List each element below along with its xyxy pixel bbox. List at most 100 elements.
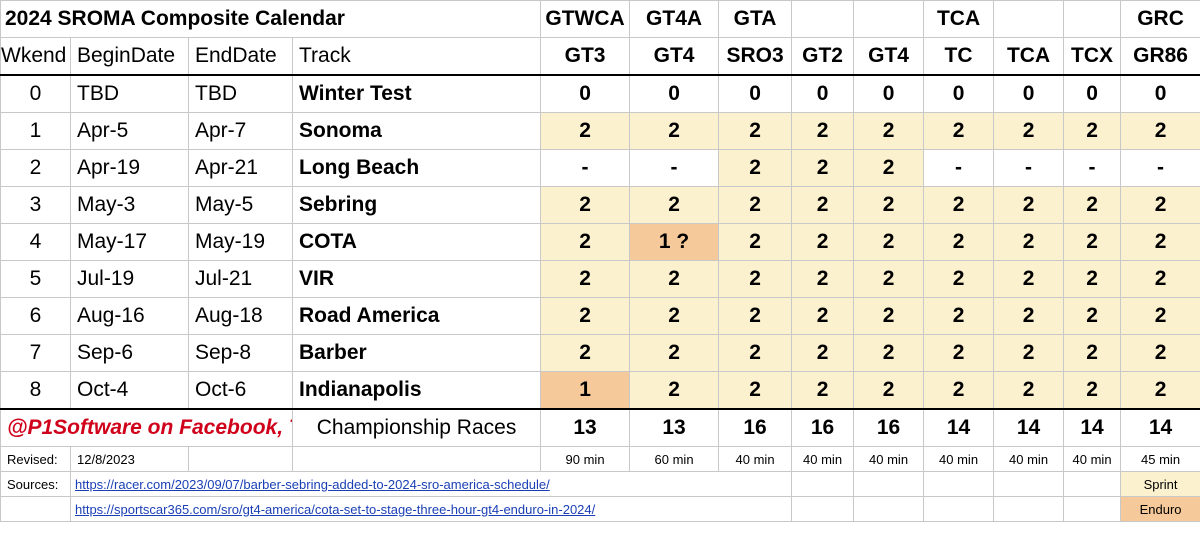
- race-count: 2: [791, 297, 855, 335]
- race-count: 2: [1120, 223, 1200, 261]
- weekend-number: 8: [0, 371, 71, 410]
- total-races: 16: [853, 408, 925, 447]
- end-date: Sep-8: [188, 334, 293, 372]
- race-duration: 40 min: [1063, 446, 1122, 472]
- race-count: 2: [1063, 334, 1122, 372]
- race-duration: 90 min: [540, 446, 631, 472]
- race-count: 2: [923, 334, 995, 372]
- end-date: Jul-21: [188, 260, 293, 298]
- race-count: 2: [853, 297, 925, 335]
- track-name: Indianapolis: [291, 371, 542, 410]
- total-races: 14: [993, 408, 1065, 447]
- race-count: -: [629, 149, 720, 187]
- race-count: -: [1063, 149, 1122, 187]
- series-header: GT4A: [629, 0, 720, 38]
- race-count: 2: [540, 186, 631, 224]
- col-header-wkend: Wkend: [0, 37, 71, 76]
- race-count: 2: [718, 223, 793, 261]
- event-row: 5 Jul-19 Jul-21 VIR 2 2 2 2 2 2 2 2 2: [0, 260, 1200, 298]
- source-link-1[interactable]: https://racer.com/2023/09/07/barber-sebr…: [69, 471, 793, 497]
- end-date: TBD: [188, 74, 293, 113]
- begin-date: Oct-4: [70, 371, 189, 410]
- end-date: May-19: [188, 223, 293, 261]
- race-count: 2: [718, 297, 793, 335]
- race-count: 2: [1063, 112, 1122, 150]
- begin-date: May-17: [70, 223, 189, 261]
- begin-date: Aug-16: [70, 297, 189, 335]
- race-count: 2: [629, 371, 720, 410]
- series-header: [853, 0, 925, 38]
- race-count: 2: [718, 371, 793, 410]
- race-duration: 40 min: [791, 446, 855, 472]
- race-count: 2: [923, 297, 995, 335]
- race-count: 2: [853, 260, 925, 298]
- race-count: 2: [540, 223, 631, 261]
- race-duration: 40 min: [993, 446, 1065, 472]
- race-count: 2: [853, 223, 925, 261]
- race-count: 2: [629, 186, 720, 224]
- end-date: Apr-7: [188, 112, 293, 150]
- race-count: -: [923, 149, 995, 187]
- track-name: Long Beach: [291, 149, 542, 187]
- track-name: Barber: [291, 334, 542, 372]
- event-row: 7 Sep-6 Sep-8 Barber 2 2 2 2 2 2 2 2 2: [0, 334, 1200, 372]
- event-row: 1 Apr-5 Apr-7 Sonoma 2 2 2 2 2 2 2 2 2: [0, 112, 1200, 150]
- race-count: 2: [629, 112, 720, 150]
- col-header-class: TC: [923, 37, 995, 76]
- series-header: [993, 0, 1065, 38]
- race-count: 2: [993, 371, 1065, 410]
- weekend-number: 7: [0, 334, 71, 372]
- revised-date: 12/8/2023: [70, 446, 189, 472]
- weekend-number: 6: [0, 297, 71, 335]
- race-count: 2: [853, 149, 925, 187]
- begin-date: Apr-5: [70, 112, 189, 150]
- series-header: GTA: [718, 0, 793, 38]
- series-header: [1063, 0, 1122, 38]
- race-count: 2: [993, 112, 1065, 150]
- total-races: 14: [1063, 408, 1122, 447]
- weekend-number: 2: [0, 149, 71, 187]
- race-count: 2: [629, 297, 720, 335]
- event-row: 2 Apr-19 Apr-21 Long Beach - -2 2 2- - - -: [0, 149, 1200, 187]
- race-count: 2: [540, 260, 631, 298]
- race-duration: 40 min: [718, 446, 793, 472]
- race-count: 2: [1120, 186, 1200, 224]
- social-note: @P1Software on Facebook, Twitter: [0, 408, 293, 447]
- race-count: -: [540, 149, 631, 187]
- race-count: -: [993, 149, 1065, 187]
- race-count: 2: [993, 186, 1065, 224]
- col-header-class: GT4: [629, 37, 720, 76]
- race-count: 2: [540, 334, 631, 372]
- source-row-2: https://sportscar365.com/sro/gt4-america…: [0, 496, 1200, 522]
- race-count: 2: [718, 334, 793, 372]
- race-count: 0: [853, 74, 925, 113]
- race-count: 0: [1120, 74, 1200, 113]
- event-row: 0 TBD TBD Winter Test 0 0 0 0 0 0 0 0 0: [0, 74, 1200, 113]
- race-count: 2: [791, 186, 855, 224]
- race-count: 2: [1063, 260, 1122, 298]
- race-count: 2: [923, 186, 995, 224]
- race-count: 2: [853, 334, 925, 372]
- series-header: [791, 0, 855, 38]
- series-header: GTWCA: [540, 0, 631, 38]
- race-count: 2: [791, 112, 855, 150]
- race-count: 2: [1120, 371, 1200, 410]
- track-name: Sonoma: [291, 112, 542, 150]
- track-name: Winter Test: [291, 74, 542, 113]
- source-link-2[interactable]: https://sportscar365.com/sro/gt4-america…: [69, 496, 793, 522]
- event-row: 4 May-17 May-19 COTA 2 1 ? 2 2 2 2 2 2 2: [0, 223, 1200, 261]
- race-count: 2: [629, 334, 720, 372]
- race-count: 2: [1120, 112, 1200, 150]
- race-count: 2: [853, 371, 925, 410]
- weekend-number: 3: [0, 186, 71, 224]
- col-header-begin: BeginDate: [70, 37, 189, 76]
- race-count: 0: [1063, 74, 1122, 113]
- race-count: 2: [993, 260, 1065, 298]
- race-count: 1 ?: [629, 223, 720, 261]
- race-count: 0: [540, 74, 631, 113]
- race-duration: 40 min: [853, 446, 925, 472]
- race-count: 1: [540, 371, 631, 410]
- race-count: 2: [923, 260, 995, 298]
- race-count: 2: [791, 334, 855, 372]
- event-row: 6 Aug-16 Aug-18 Road America 2 2 2 2 2 2 2 2 2: [0, 297, 1200, 335]
